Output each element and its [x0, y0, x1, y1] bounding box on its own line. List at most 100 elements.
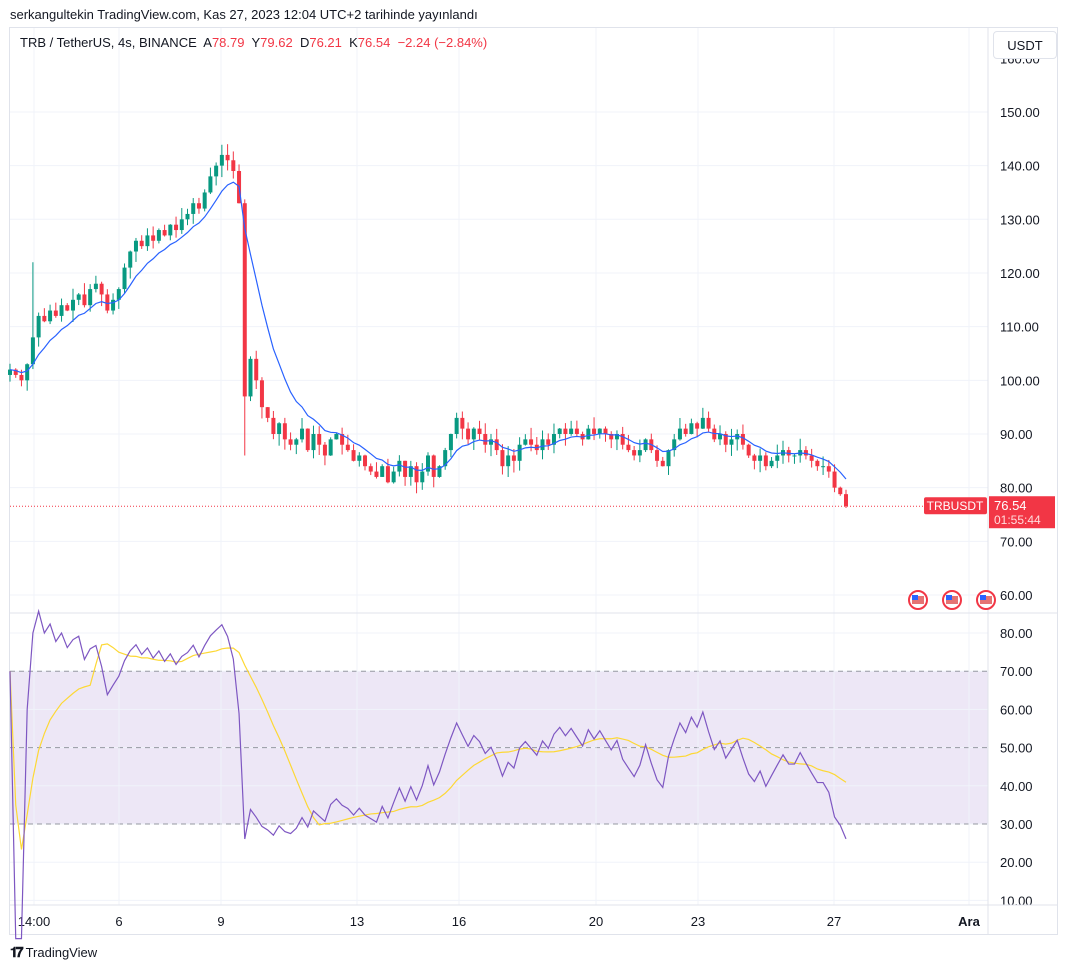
- candle-body: [53, 310, 58, 316]
- candle-body: [557, 428, 562, 434]
- candle-body: [151, 235, 156, 241]
- rsi-tick-label: 20.00: [1000, 855, 1033, 870]
- candle-body: [59, 305, 64, 316]
- price-tick-label: 140.00: [1000, 159, 1040, 174]
- candle-body: [300, 428, 305, 440]
- candle-body: [563, 428, 568, 434]
- candle-body: [19, 374, 24, 381]
- candle-body: [305, 428, 310, 451]
- rsi-tick-label: 70.00: [1000, 664, 1033, 679]
- candle-body: [511, 455, 516, 461]
- candle-body: [156, 230, 161, 241]
- candle-body: [551, 433, 556, 445]
- candle-body: [592, 428, 597, 434]
- symbol-price-tag-text: TRBUSDT: [927, 499, 984, 513]
- candle-body: [637, 450, 642, 456]
- rsi-ma-line: [9, 643, 847, 850]
- candle-body: [792, 455, 797, 457]
- price-tick-label: 150.00: [1000, 105, 1040, 120]
- candle-body: [454, 417, 459, 434]
- candle-body: [632, 450, 637, 456]
- candle-body: [735, 433, 740, 440]
- candle-body: [196, 203, 201, 209]
- time-tick-label: 9: [217, 914, 224, 929]
- candle-body: [13, 369, 18, 375]
- candle-body: [643, 439, 648, 451]
- ma-line: [9, 181, 847, 480]
- candle-body: [614, 433, 619, 440]
- low-value: 76.21: [309, 35, 342, 50]
- candle-body: [460, 417, 465, 429]
- candle-body: [752, 455, 757, 461]
- candle-body: [838, 487, 843, 495]
- candle-body: [769, 460, 774, 467]
- price-axis-tag-countdown: 01:55:44: [994, 513, 1041, 527]
- candle-body: [569, 428, 574, 434]
- candle-body: [620, 433, 625, 445]
- candle-body: [517, 444, 522, 461]
- candle-body: [122, 267, 127, 290]
- candle-body: [116, 289, 121, 300]
- candle-body: [626, 444, 631, 451]
- candle-body: [700, 417, 705, 429]
- candle-body: [42, 315, 47, 322]
- time-tick-label: 14:00: [18, 914, 51, 929]
- candle-body: [259, 380, 264, 408]
- candle-body: [414, 466, 419, 483]
- candle-body: [311, 433, 316, 451]
- candle-body: [76, 294, 81, 300]
- candle-body: [506, 455, 511, 467]
- candle-body: [574, 428, 579, 434]
- price-axis-tag: [989, 496, 1055, 529]
- us-flag-canton: [912, 595, 918, 600]
- brand-name: TradingView: [25, 945, 98, 960]
- candle-body: [88, 289, 93, 306]
- candle-body: [483, 433, 488, 445]
- change-value: −2.24 (−2.84%): [397, 35, 488, 50]
- candle-body: [672, 439, 677, 451]
- high-value: 79.62: [260, 35, 293, 50]
- us-flag-canton: [980, 595, 986, 600]
- candle-body: [322, 444, 327, 456]
- candle-body: [65, 305, 70, 311]
- candle-body: [340, 433, 345, 445]
- currency-button[interactable]: USDT: [993, 31, 1057, 59]
- candle-body: [208, 176, 213, 193]
- candle-body: [363, 455, 368, 467]
- candle-body: [70, 299, 75, 311]
- candle-body: [466, 428, 471, 440]
- time-tick-label: 6: [115, 914, 122, 929]
- candle-body: [426, 455, 430, 472]
- symbol-name[interactable]: TRB / TetherUS, 4s, BINANCE: [20, 35, 197, 50]
- low-label: D: [299, 35, 310, 50]
- symbol-legend: TRB / TetherUS, 4s, BINANCE A78.79 Y79.6…: [20, 35, 487, 50]
- candle-body: [677, 428, 682, 440]
- candle-body: [30, 337, 35, 365]
- candle-body: [328, 439, 333, 456]
- price-axis-tag-price: 76.54: [994, 498, 1027, 513]
- candle-body: [162, 230, 167, 236]
- candle-body: [25, 364, 30, 381]
- candle-body: [105, 294, 110, 311]
- candle-body: [254, 358, 259, 381]
- candle-body: [844, 494, 848, 507]
- time-tick-label: 23: [691, 914, 705, 929]
- candle-body: [133, 240, 138, 252]
- candle-body: [729, 439, 734, 445]
- open-label: A: [203, 35, 212, 50]
- time-tick-label: 16: [452, 914, 466, 929]
- time-tick-label: Ara: [958, 914, 980, 929]
- candle-body: [815, 460, 820, 467]
- rsi-tick-label: 30.00: [1000, 817, 1033, 832]
- candle-body: [403, 460, 408, 477]
- time-tick-label: 20: [589, 914, 603, 929]
- candle-body: [689, 423, 694, 434]
- candle-body: [36, 315, 41, 338]
- candle-body: [609, 433, 614, 440]
- price-tick-label: 70.00: [1000, 534, 1033, 549]
- rsi-tick-label: 80.00: [1000, 626, 1033, 641]
- candle-body: [448, 433, 453, 451]
- candle-body: [540, 439, 545, 451]
- tradingview-logo[interactable]: 𝟏𝟕 TradingView: [10, 944, 97, 961]
